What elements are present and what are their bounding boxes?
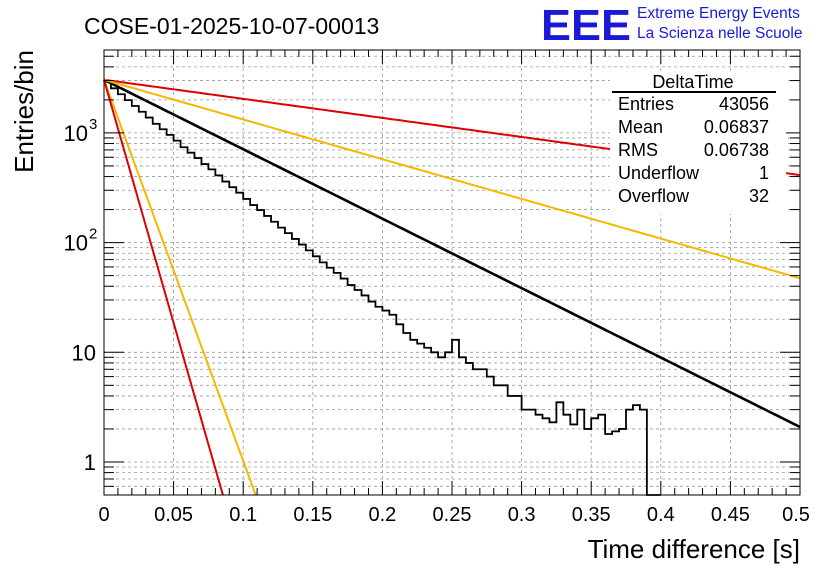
x-tick-label: 0.2 bbox=[368, 504, 396, 526]
x-tick-label: 0 bbox=[98, 504, 109, 526]
y-tick-exponent: 2 bbox=[89, 226, 97, 243]
stats-value: 1 bbox=[759, 163, 769, 183]
histogram-steps bbox=[104, 80, 661, 496]
logo-line2: La Scienza nelle Scuole bbox=[637, 25, 802, 42]
x-tick-label: 0.1 bbox=[229, 504, 257, 526]
x-axis-title: Time difference [s] bbox=[588, 534, 800, 564]
axis-ticks bbox=[103, 50, 801, 496]
stats-box-bg bbox=[610, 74, 786, 214]
y-tick-label: 1 bbox=[84, 450, 96, 475]
x-tick-label: 0.45 bbox=[711, 504, 750, 526]
stats-box: DeltaTime Entries 43056 Mean 0.06837 RMS 0.06… bbox=[610, 72, 786, 214]
x-tick-label: 0.35 bbox=[572, 504, 611, 526]
stats-label: Mean bbox=[618, 117, 663, 137]
curve-red-fast bbox=[103, 79, 224, 496]
stats-rows: Entries 43056 Mean 0.06837 RMS 0.06738Underfl… bbox=[618, 94, 769, 206]
x-tick-label: 0.4 bbox=[647, 504, 675, 526]
stats-value: 0.06837 bbox=[704, 117, 769, 137]
curve-orange-fast bbox=[103, 79, 257, 496]
x-tick-label: 0.5 bbox=[782, 504, 810, 526]
x-tick-label: 0.05 bbox=[154, 504, 193, 526]
stats-title: DeltaTime bbox=[652, 72, 733, 92]
curve-fit bbox=[103, 78, 801, 429]
x-tick-label: 0.15 bbox=[293, 504, 332, 526]
histogram-group bbox=[104, 80, 661, 496]
y-tick-label: 10 bbox=[64, 231, 88, 256]
x-tick-label: 0.3 bbox=[508, 504, 536, 526]
stats-value: 0.06738 bbox=[704, 140, 769, 160]
y-tick-exponent: 3 bbox=[89, 116, 97, 133]
y-tick-label: 10 bbox=[72, 340, 96, 365]
eee-logo: EEE bbox=[541, 1, 631, 50]
y-tick-label: 10 bbox=[64, 121, 88, 146]
y-axis-title: Entries/bin bbox=[9, 50, 39, 173]
x-tick-label: 0.25 bbox=[433, 504, 472, 526]
stats-label: Entries bbox=[618, 94, 674, 114]
stats-label: Underflow bbox=[618, 163, 700, 183]
x-tick-labels: 0 0.05 0.1 0.15 0.2 0.25 0.3 0.35 0.4 0.45 0.5 bbox=[98, 504, 809, 526]
stats-value: 43056 bbox=[719, 94, 769, 114]
curve-orange-slow bbox=[103, 78, 801, 280]
grid bbox=[103, 50, 801, 496]
stats-label: RMS bbox=[618, 140, 658, 160]
stats-value: 32 bbox=[749, 186, 769, 206]
run-title: COSE-01-2025-10-07-00013 bbox=[84, 13, 379, 39]
logo-line1: Extreme Energy Events bbox=[637, 5, 800, 22]
stats-label: Overflow bbox=[618, 186, 690, 206]
